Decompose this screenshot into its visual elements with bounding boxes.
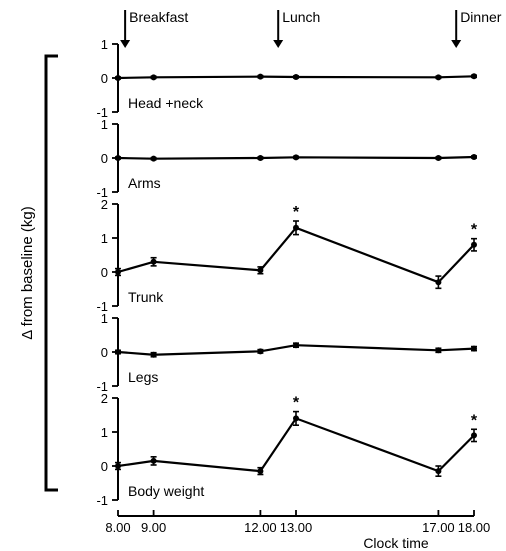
ytick-label-arms: 1	[101, 117, 108, 132]
marker-legs	[115, 349, 121, 355]
marker-arms	[471, 154, 477, 160]
marker-head-neck	[151, 74, 157, 80]
marker-legs	[293, 342, 299, 348]
xtick-label: 12.00	[244, 520, 277, 535]
meal-arrowhead-breakfast	[120, 40, 130, 48]
ytick-label-body-weight: 1	[101, 425, 108, 440]
marker-head-neck	[293, 74, 299, 80]
ytick-label-body-weight: -1	[96, 493, 108, 508]
sig-star-trunk: *	[471, 222, 478, 239]
y-axis-bracket	[46, 56, 58, 490]
ytick-label-legs: 0	[101, 345, 108, 360]
ytick-label-trunk: 0	[101, 265, 108, 280]
marker-legs	[435, 347, 441, 353]
y-axis-label: Δ from baseline (kg)	[19, 206, 36, 339]
ytick-label-head-neck: 0	[101, 71, 108, 86]
series-line-trunk	[118, 228, 474, 282]
marker-arms	[435, 155, 441, 161]
series-line-body-weight	[118, 418, 474, 471]
marker-trunk	[435, 279, 441, 285]
ytick-label-head-neck: 1	[101, 37, 108, 52]
marker-body-weight	[293, 415, 299, 421]
panel-label-trunk: Trunk	[128, 289, 164, 305]
marker-head-neck	[115, 75, 121, 81]
marker-body-weight	[151, 458, 157, 464]
meal-label-breakfast: Breakfast	[129, 9, 188, 25]
ytick-label-trunk: 2	[101, 197, 108, 212]
marker-body-weight	[257, 468, 263, 474]
sig-star-trunk: *	[293, 204, 300, 221]
chart-container: BreakfastLunchDinner-101Head +neck-101Ar…	[0, 0, 506, 551]
panel-label-arms: Arms	[128, 175, 161, 191]
xtick-label: 18.00	[458, 520, 491, 535]
ytick-label-trunk: 1	[101, 231, 108, 246]
panel-label-legs: Legs	[128, 369, 158, 385]
marker-trunk	[115, 269, 121, 275]
xtick-label: 8.00	[105, 520, 130, 535]
ytick-label-legs: 1	[101, 311, 108, 326]
chart-svg: BreakfastLunchDinner-101Head +neck-101Ar…	[0, 0, 506, 551]
marker-trunk	[257, 267, 263, 273]
ytick-label-body-weight: 2	[101, 391, 108, 406]
marker-head-neck	[257, 74, 263, 80]
marker-arms	[257, 155, 263, 161]
marker-body-weight	[471, 432, 477, 438]
marker-trunk	[293, 225, 299, 231]
sig-star-body-weight: *	[471, 412, 478, 429]
ytick-label-arms: 0	[101, 151, 108, 166]
panel-label-body-weight: Body weight	[128, 483, 204, 499]
meal-label-lunch: Lunch	[282, 9, 320, 25]
sig-star-body-weight: *	[293, 395, 300, 412]
panel-label-head-neck: Head +neck	[128, 95, 204, 111]
meal-arrowhead-lunch	[273, 40, 283, 48]
marker-trunk	[471, 242, 477, 248]
marker-legs	[257, 348, 263, 354]
xtick-label: 9.00	[141, 520, 166, 535]
x-axis-label: Clock time	[363, 535, 429, 551]
ytick-label-body-weight: 0	[101, 459, 108, 474]
marker-arms	[293, 154, 299, 160]
meal-label-dinner: Dinner	[460, 9, 502, 25]
xtick-label: 13.00	[280, 520, 313, 535]
marker-trunk	[151, 259, 157, 265]
meal-arrowhead-dinner	[451, 40, 461, 48]
marker-legs	[471, 346, 477, 352]
marker-head-neck	[435, 74, 441, 80]
marker-arms	[151, 156, 157, 162]
marker-arms	[115, 155, 121, 161]
marker-head-neck	[471, 73, 477, 79]
marker-body-weight	[435, 468, 441, 474]
marker-legs	[151, 352, 157, 358]
marker-body-weight	[115, 463, 121, 469]
xtick-label: 17.00	[422, 520, 455, 535]
